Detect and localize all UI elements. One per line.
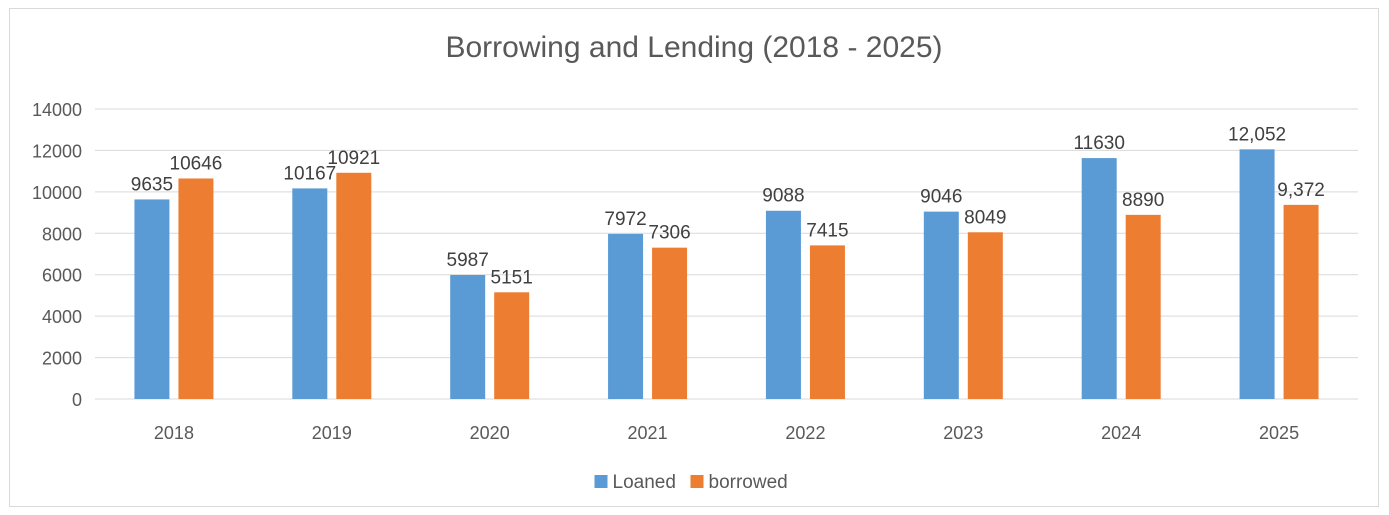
y-tick-label: 8000 [42,224,82,244]
bar-loaned-2018 [134,199,170,399]
chart-title: Borrowing and Lending (2018 - 2025) [445,31,942,64]
x-tick-label: 2020 [470,423,510,443]
y-axis-tick-labels: 0 2000 4000 6000 8000 10000 12000 14000 [32,100,82,410]
data-label-loaned-2018: 9635 [131,174,173,195]
x-tick-label: 2024 [1101,423,1141,443]
data-label-loaned-2022: 9088 [762,186,804,207]
bar-loaned-2024 [1081,158,1117,399]
bar-borrowed-2020 [494,292,530,399]
gridlines [95,108,1358,400]
bar-loaned-2022 [765,210,801,399]
legend-label: Loaned [613,472,676,493]
x-tick-label: 2023 [943,423,983,443]
data-label-borrowed-2023: 8049 [964,207,1006,228]
y-tick-label: 12000 [32,141,82,161]
y-tick-label: 2000 [42,349,82,369]
x-tick-label: 2018 [154,423,194,443]
bar-borrowed-2023 [967,232,1003,399]
bar-borrowed-2018 [178,178,214,399]
bar-loaned-2019 [292,188,328,399]
bar-loaned-2020 [450,274,486,399]
legend-swatch [690,475,704,488]
data-label-borrowed-2024: 8890 [1122,190,1164,211]
bar-borrowed-2025 [1283,204,1319,399]
bar-borrowed-2022 [809,245,845,399]
bar-loaned-2021 [608,233,644,399]
data-label-loaned-2021: 7972 [604,209,646,230]
bar-borrowed-2024 [1125,214,1161,399]
data-label-borrowed-2021: 7306 [648,223,690,244]
y-tick-label: 10000 [32,183,82,203]
x-tick-label: 2022 [785,423,825,443]
data-label-loaned-2024: 11630 [1073,133,1124,154]
legend-swatch [594,475,608,488]
bar-borrowed-2019 [336,172,372,399]
data-label-loaned-2019: 10167 [283,163,336,184]
data-label-loaned-2020: 5987 [447,250,489,271]
legend-item-borrowed: borrowed [690,472,788,493]
data-label-borrowed-2019: 10921 [327,148,380,169]
x-tick-label: 2025 [1259,423,1299,443]
data-label-loaned-2023: 9046 [920,187,962,208]
data-label-borrowed-2022: 7415 [806,220,848,241]
y-tick-label: 14000 [32,100,82,120]
data-label-borrowed-2020: 5151 [491,267,533,288]
x-tick-label: 2021 [628,423,668,443]
bar-loaned-2025 [1239,149,1275,399]
x-axis-tick-labels: 2018 2019 2020 2021 2022 2023 2024 2025 [154,423,1299,443]
bar-borrowed-2021 [652,247,688,399]
y-tick-label: 0 [72,390,82,410]
legend-item-loaned: Loaned [594,472,676,493]
legend: Loaned borrowed [594,472,788,493]
legend-label: borrowed [709,472,788,493]
x-tick-label: 2019 [312,423,352,443]
data-label-borrowed-2025: 9,372 [1277,180,1325,201]
data-label-borrowed-2018: 10646 [170,153,223,174]
data-label-loaned-2025: 12,052 [1228,124,1286,145]
y-tick-label: 6000 [42,266,82,286]
y-tick-label: 4000 [42,307,82,327]
bars [134,149,1319,399]
bar-loaned-2023 [923,211,959,399]
